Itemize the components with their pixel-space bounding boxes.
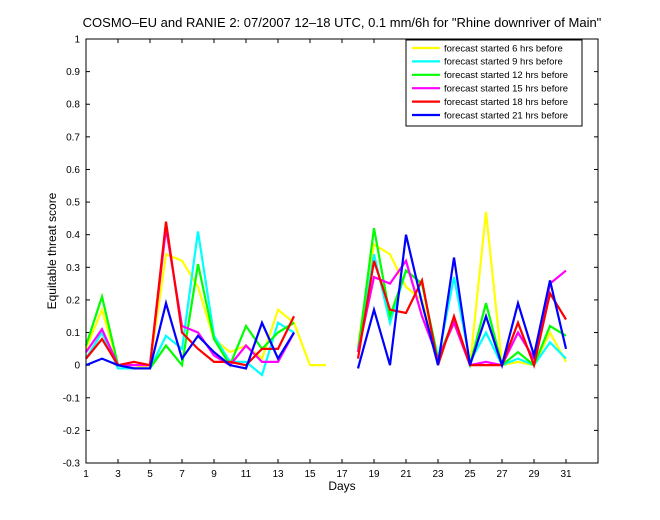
plot-frame	[85, 38, 599, 464]
x-tick-label: 7	[179, 469, 185, 480]
y-axis-label: Equitable threat score	[45, 192, 59, 309]
x-tick-label: 27	[496, 469, 508, 480]
legend-box	[405, 39, 583, 127]
y-tick-label: -0.3	[63, 459, 81, 470]
x-tick-label: 29	[528, 469, 540, 480]
y-tick-label: -0.1	[63, 393, 81, 404]
x-tick-label: 19	[368, 469, 380, 480]
y-tick-label: 0.4	[66, 230, 80, 241]
series-lines	[84, 211, 568, 377]
x-tick-label: 25	[464, 469, 476, 480]
y-tick-label: 0.9	[66, 67, 80, 78]
y-tick-label: 0	[74, 361, 80, 372]
legend-label: forecast started 21 hrs before	[444, 110, 568, 121]
x-axis-ticks: 1 3 5 7 9 11 13 15 17 19 21 23 25 27 29 31	[83, 39, 572, 480]
x-tick-label: 5	[147, 469, 153, 480]
y-tick-label: 0.2	[66, 295, 80, 306]
y-tick-label: 0.5	[66, 198, 80, 209]
x-tick-label: 1	[83, 469, 89, 480]
series-line-6	[85, 234, 568, 370]
x-tick-label: 11	[241, 469, 252, 480]
legend-label: forecast started 15 hrs before	[444, 84, 568, 95]
x-tick-label: 23	[432, 469, 444, 480]
legend: forecast started 6 hrs before forecast st…	[405, 39, 583, 127]
x-tick-label: 3	[115, 469, 121, 480]
x-tick-label: 9	[211, 469, 217, 480]
x-axis-label: Days	[328, 479, 355, 493]
y-axis-ticks: -0.3 -0.2 -0.1 0 0.1 0.2 0.3 0.4 0.5 0.6 0.7 0.8 0.9…	[63, 35, 598, 470]
legend-label: forecast started 18 hrs before	[444, 97, 568, 108]
y-tick-label: 0.8	[66, 100, 80, 111]
legend-label: forecast started 9 hrs before	[444, 57, 563, 68]
legend-label: forecast started 6 hrs before	[444, 43, 563, 54]
x-tick-label: 31	[560, 469, 572, 480]
x-tick-label: 17	[336, 469, 348, 480]
y-tick-label: 0.3	[66, 263, 80, 274]
chart-title: COSMO–EU and RANIE 2: 07/2007 12–18 UTC,…	[83, 15, 602, 30]
y-tick-label: 0.1	[66, 328, 80, 339]
y-tick-label: -0.2	[63, 426, 81, 437]
y-tick-label: 1	[74, 35, 80, 46]
legend-label: forecast started 12 hrs before	[444, 70, 568, 81]
y-tick-label: 0.7	[66, 132, 80, 143]
x-tick-label: 15	[304, 469, 316, 480]
x-tick-label: 13	[272, 469, 284, 480]
y-tick-label: 0.6	[66, 165, 80, 176]
x-tick-label: 21	[400, 469, 412, 480]
